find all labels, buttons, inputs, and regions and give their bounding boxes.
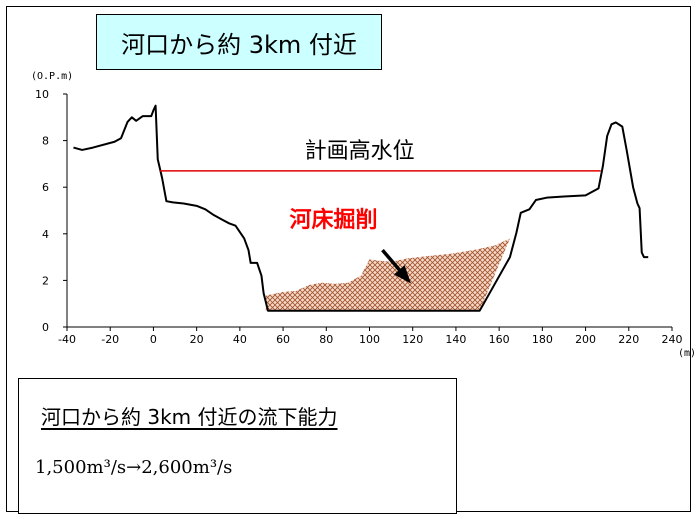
x-axis-unit: (m) bbox=[678, 348, 697, 359]
x-tick-label: -20 bbox=[101, 333, 119, 346]
capacity-info-box: 河口から約 3km 付近の流下能力 1,500m³/s→2,600m³/s bbox=[18, 378, 457, 514]
x-tick-label: 160 bbox=[489, 333, 510, 346]
x-tick-label: 20 bbox=[190, 333, 204, 346]
excavation-arrow-head bbox=[393, 265, 411, 284]
capacity-arrow: → bbox=[126, 457, 142, 478]
x-tick-label: 140 bbox=[445, 333, 466, 346]
capacity-before: 1,500m³/s bbox=[35, 457, 127, 478]
x-tick-label: 40 bbox=[233, 333, 247, 346]
y-tick-label: 4 bbox=[42, 228, 49, 241]
x-tick-label: -40 bbox=[58, 333, 76, 346]
x-tick-label: 80 bbox=[319, 333, 333, 346]
chart-title-text: 河口から約 3km 付近 bbox=[121, 30, 357, 59]
capacity-heading: 河口から約 3km 付近の流下能力 bbox=[41, 405, 338, 429]
cross-section-line bbox=[73, 104, 649, 312]
capacity-after: 2,600m³/s bbox=[141, 457, 233, 478]
y-tick-label: 2 bbox=[42, 274, 49, 287]
x-tick-label: 120 bbox=[402, 333, 423, 346]
planned-high-water-label: 計画高水位 bbox=[305, 139, 415, 164]
x-tick-label: 220 bbox=[618, 333, 639, 346]
chart-axes: -40 -20 0 20 40 60 80 100 120 140 160 180 200 220 240 0… bbox=[35, 88, 683, 346]
excavation-label: 河床掘削 bbox=[290, 207, 378, 233]
excavation-area bbox=[265, 238, 510, 311]
y-tick-label: 8 bbox=[42, 135, 49, 148]
y-tick-label: 0 bbox=[42, 321, 49, 334]
chart-title: 河口から約 3km 付近 bbox=[96, 14, 382, 70]
y-tick-label: 10 bbox=[35, 88, 49, 101]
x-tick-label: 0 bbox=[150, 333, 157, 346]
x-tick-label: 200 bbox=[575, 333, 596, 346]
x-tick-label: 240 bbox=[662, 333, 683, 346]
x-tick-label: 60 bbox=[276, 333, 290, 346]
x-tick-label: 180 bbox=[532, 333, 553, 346]
x-tick-label: 100 bbox=[359, 333, 380, 346]
y-tick-label: 6 bbox=[42, 181, 49, 194]
y-axis-unit: (O.P.m) bbox=[31, 71, 74, 82]
capacity-values: 1,500m³/s→2,600m³/s bbox=[35, 457, 232, 478]
